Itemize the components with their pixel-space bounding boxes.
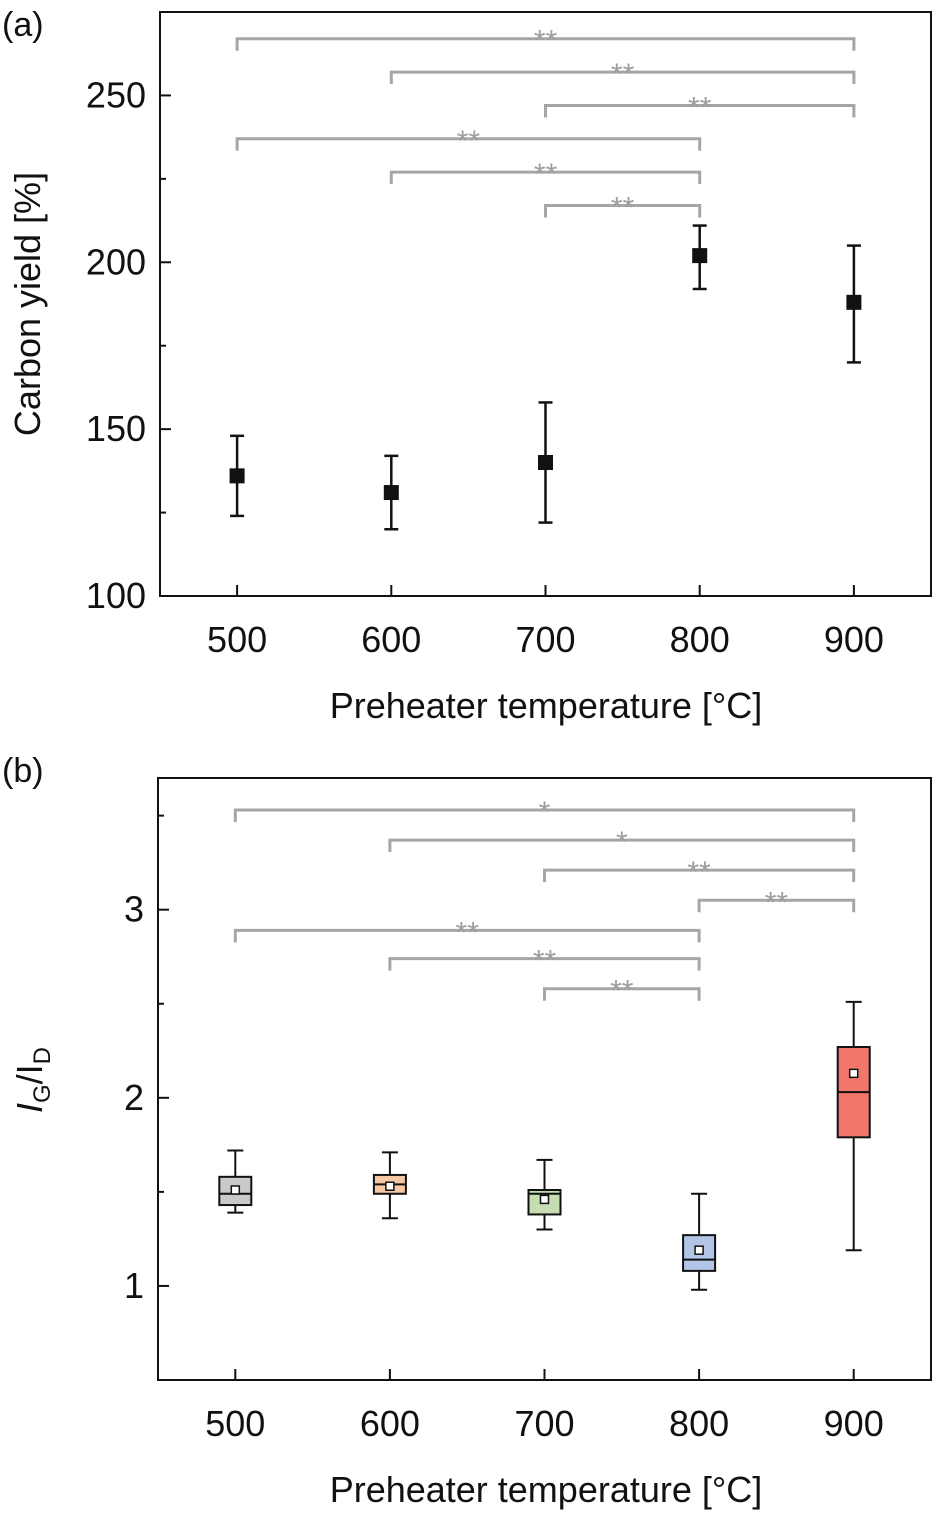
box-plot [836, 1000, 871, 1252]
x-tick-label: 700 [515, 619, 575, 660]
data-point [383, 454, 399, 531]
significance-label: ** [534, 25, 558, 58]
mean-marker [848, 1068, 859, 1079]
panel-a-label: (a) [2, 6, 44, 44]
significance-bracket-line [544, 204, 702, 218]
x-tick-label: 900 [824, 1403, 884, 1444]
panel-a-carbon-yield: (a) ** ** ** ** ** ** 100 150 200 250 500 600 700 8… [2, 6, 932, 726]
panel-a-data-points [229, 224, 862, 531]
mean-marker [539, 1194, 550, 1205]
mean-marker [230, 1185, 241, 1195]
x-tick-label: 600 [361, 619, 421, 660]
y-title-i: I [9, 1103, 50, 1113]
panel-a-x-axis-title: Preheater temperature [°C] [330, 685, 763, 726]
significance-label: ** [533, 945, 557, 978]
significance-label: ** [611, 192, 635, 225]
significance-bracket-line [543, 868, 856, 883]
x-tick-label: 800 [669, 1403, 729, 1444]
significance-bracket: ** [544, 91, 856, 124]
significance-bracket-line [697, 898, 856, 913]
y-tick-label: 1 [124, 1265, 144, 1306]
mean-marker [694, 1245, 704, 1255]
significance-label: ** [457, 125, 481, 158]
significance-bracket-line [543, 987, 701, 1001]
square-marker [846, 294, 862, 310]
data-point [538, 401, 553, 524]
box-plot [372, 1151, 407, 1220]
y-tick-label: 200 [86, 241, 146, 282]
significance-bracket-line [233, 928, 701, 943]
y-tick-label: 250 [86, 74, 146, 115]
panel-a-significance-brackets: ** ** ** ** ** ** [235, 25, 856, 225]
significance-bracket-line [544, 103, 856, 118]
significance-bracket: ** [388, 945, 701, 978]
square-marker [692, 248, 708, 264]
panel-a-x-axis: 500 600 700 800 900 [207, 585, 884, 660]
significance-bracket-line [235, 37, 856, 51]
box-iqr [682, 1234, 717, 1272]
significance-bracket: ** [233, 916, 701, 949]
significance-label: ** [687, 856, 711, 889]
significance-label: ** [765, 886, 789, 919]
panel-b-significance-brackets: ************ [233, 796, 856, 1008]
y-title-sub-d: D [29, 1047, 56, 1064]
significance-bracket-line [388, 838, 856, 853]
significance-bracket-line [235, 137, 702, 151]
significance-bracket: ** [389, 58, 856, 91]
significance-bracket: ** [697, 886, 856, 919]
significance-bracket: ** [389, 158, 702, 191]
y-tick-label: 150 [86, 408, 146, 449]
panel-b-box-plots [218, 1000, 871, 1291]
panel-b-label: (b) [2, 752, 44, 790]
box-plot [218, 1149, 253, 1214]
significance-bracket-line [233, 808, 856, 822]
y-tick-label: 2 [124, 1077, 144, 1118]
significance-label: * [539, 796, 551, 829]
data-point [229, 434, 245, 518]
significance-bracket-line [388, 957, 701, 971]
y-tick-label: 3 [124, 889, 144, 930]
panel-b-y-axis-title: IG/ID [9, 1047, 56, 1113]
panel-a-y-axis-title: Carbon yield [%] [7, 172, 48, 436]
significance-label: * [616, 826, 628, 859]
x-tick-label: 800 [670, 619, 730, 660]
significance-label: ** [534, 158, 558, 191]
significance-bracket: * [388, 826, 856, 859]
y-title-sub-g: G [29, 1084, 56, 1103]
significance-bracket: ** [235, 25, 856, 58]
significance-bracket-line [389, 170, 702, 185]
y-tick-label: 100 [86, 575, 146, 616]
box-plot [682, 1192, 717, 1291]
square-marker [383, 485, 399, 501]
significance-label: ** [611, 58, 635, 91]
panel-a-y-axis: 100 150 200 250 [86, 11, 171, 616]
square-marker [229, 468, 245, 484]
x-tick-label: 500 [205, 1403, 265, 1444]
significance-bracket: ** [235, 125, 702, 158]
significance-bracket: * [233, 796, 856, 829]
y-title-sep: /I [9, 1064, 50, 1084]
x-tick-label: 600 [360, 1403, 420, 1444]
panel-b-x-axis: 500 600 700 800 900 [205, 1369, 884, 1444]
data-point [692, 224, 708, 291]
significance-bracket: ** [544, 192, 702, 225]
significance-label: ** [456, 916, 480, 949]
panel-b-y-axis: 1 2 3 [124, 814, 169, 1381]
significance-bracket-line [389, 70, 856, 85]
x-tick-label: 700 [514, 1403, 574, 1444]
significance-label: ** [688, 91, 712, 124]
significance-bracket: ** [543, 856, 856, 889]
mean-marker [385, 1181, 395, 1191]
x-tick-label: 500 [207, 619, 267, 660]
panel-b-ig-id-ratio: (b) ************ 123 500 600 700 800 900 Pre… [2, 752, 932, 1510]
significance-bracket: ** [543, 975, 701, 1008]
x-tick-label: 900 [824, 619, 884, 660]
square-marker [538, 455, 553, 471]
data-point [846, 244, 862, 364]
significance-label: ** [610, 975, 634, 1008]
panel-b-plot-frame [157, 777, 932, 1381]
panel-b-x-axis-title: Preheater temperature [°C] [330, 1469, 763, 1510]
box-plot [527, 1158, 562, 1231]
